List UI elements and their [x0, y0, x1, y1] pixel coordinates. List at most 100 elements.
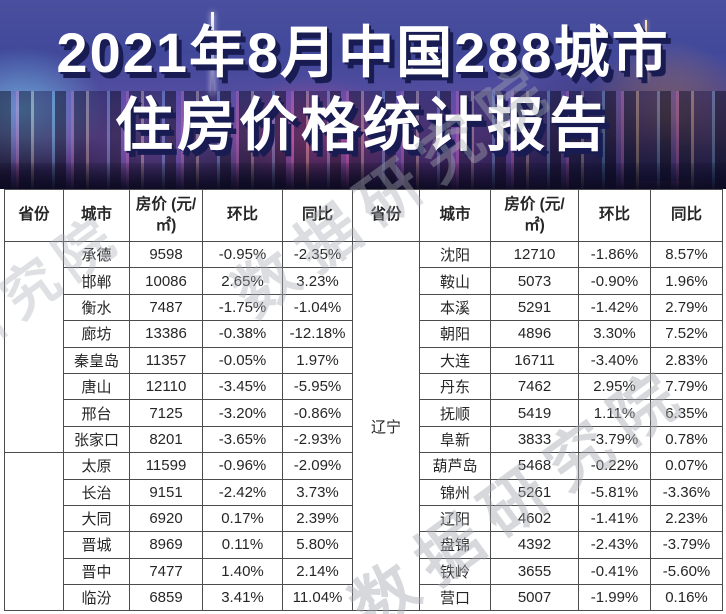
table-row: 秦皇岛 11357 -0.05% 1.97% 大连 16711 -3.40% 2.83% [5, 346, 723, 374]
table-row: 衡水 7487 -1.75% -1.04% 本溪 5291 -1.42% 2.79% [5, 293, 723, 322]
price-cell: 5007 [490, 584, 579, 612]
city-cell: 秦皇岛 [63, 346, 130, 374]
mom-change-cell: -1.42% [578, 293, 651, 322]
yoy-change-cell: -1.04% [282, 293, 353, 322]
province-cell: 辽宁 [352, 240, 420, 612]
city-cell: 辽阳 [419, 504, 491, 533]
tower-spire-right [645, 20, 647, 80]
city-cell: 邢台 [63, 399, 130, 427]
price-table: 省份 城市 房价 (元/㎡) 环比 同比 省份 城市 房价 (元/㎡) 环比 同比 承德 9598-… [4, 189, 723, 612]
mom-change-cell: -3.40% [578, 346, 651, 374]
mom-change-cell: -0.96% [202, 452, 283, 480]
mom-change-cell: 3.41% [202, 584, 283, 612]
city-cell: 长治 [63, 478, 130, 506]
price-cell: 11599 [129, 452, 203, 480]
table-body: 承德 9598 -0.95% -2.35% 辽宁 沈阳 12710 -1.86% 8.57% 邯郸… [4, 240, 723, 612]
mom-change-cell: 1.40% [202, 557, 283, 586]
table-row: 承德 9598 -0.95% -2.35% 辽宁 沈阳 12710 -1.86% 8.57% [4, 240, 723, 612]
yoy-change-cell: 1.96% [650, 267, 723, 295]
report-title: 2021年8月中国288城市 住房价格统计报告 [0, 16, 726, 162]
price-cell: 5291 [490, 293, 579, 322]
yoy-change-cell: 2.39% [282, 504, 353, 533]
mom-change-cell: -3.79% [578, 425, 651, 454]
table-row: 太原 11599 -0.96% -2.09% 葫芦岛 5468 -0.22% 0.07% [4, 452, 723, 612]
mom-change-cell: -2.42% [202, 478, 283, 506]
column-header: 省份 [352, 189, 420, 242]
yoy-change-cell: 3.73% [282, 478, 353, 506]
column-header: 省份 [4, 189, 64, 242]
city-cell: 邯郸 [63, 267, 130, 295]
price-cell: 8201 [129, 425, 203, 454]
table-row: 邢台 7125 -3.20% -0.86% 抚顺 5419 1.11% 6.35% [5, 399, 723, 427]
price-cell: 4896 [490, 320, 579, 348]
table-row: 唐山 12110 -3.45% -5.95% 丹东 7462 2.95% 7.79% [5, 372, 723, 401]
mom-change-cell: -1.75% [202, 293, 283, 322]
yoy-change-cell: 2.23% [650, 504, 723, 533]
yoy-change-cell: 3.23% [282, 267, 353, 295]
yoy-change-cell: 1.97% [282, 346, 353, 374]
mom-change-cell: -0.22% [578, 452, 651, 480]
city-cell: 晋中 [63, 557, 130, 586]
city-cell: 阜新 [419, 425, 491, 454]
mom-change-cell: -0.90% [578, 267, 651, 295]
price-cell: 5468 [490, 452, 579, 480]
city-cell: 大同 [63, 504, 130, 533]
mom-change-cell: -0.05% [202, 346, 283, 374]
mom-change-cell: -1.41% [578, 504, 651, 533]
price-cell: 13386 [129, 320, 203, 348]
mom-change-cell: 3.30% [578, 320, 651, 348]
mountain-silhouette [436, 46, 726, 181]
yoy-change-cell: -3.79% [650, 531, 723, 559]
yoy-change-cell: 7.79% [650, 372, 723, 401]
city-cell: 营口 [419, 584, 491, 612]
city-cell: 葫芦岛 [419, 452, 491, 480]
city-cell: 鞍山 [419, 267, 491, 295]
harbor-silhouette [0, 163, 726, 189]
yoy-change-cell: 0.07% [650, 452, 723, 480]
city-cell: 唐山 [63, 372, 130, 401]
price-cell: 7487 [129, 293, 203, 322]
price-cell: 9151 [129, 478, 203, 506]
price-cell: 3655 [490, 557, 579, 586]
city-cell: 丹东 [419, 372, 491, 401]
city-cell: 张家口 [63, 425, 130, 454]
yoy-change-cell: -5.60% [650, 557, 723, 586]
report-title-line1: 2021年8月中国288城市 [56, 21, 670, 84]
city-cell: 临汾 [63, 584, 130, 612]
table-row: 廊坊 13386 -0.38% -12.18% 朝阳 4896 3.30% 7.52% [5, 320, 723, 348]
mom-change-cell: 2.65% [202, 267, 283, 295]
city-cell: 太原 [63, 452, 130, 480]
mom-change-cell: -2.43% [578, 531, 651, 559]
yoy-change-cell: 2.14% [282, 557, 353, 586]
price-cell: 7462 [490, 372, 579, 401]
yoy-change-cell: -2.09% [282, 452, 353, 480]
price-cell: 4392 [490, 531, 579, 559]
price-cell: 12110 [129, 372, 203, 401]
city-cell: 大连 [419, 346, 491, 374]
table-row: 邯郸 10086 2.65% 3.23% 鞍山 5073 -0.90% 1.96% [5, 267, 723, 295]
yoy-change-cell: -2.35% [282, 240, 353, 269]
mom-change-cell: -3.65% [202, 425, 283, 454]
city-cell: 盘锦 [419, 531, 491, 559]
city-cell: 衡水 [63, 293, 130, 322]
city-cell: 朝阳 [419, 320, 491, 348]
column-header: 房价 (元/㎡) [129, 189, 203, 242]
yoy-change-cell: 0.16% [650, 584, 723, 612]
mom-change-cell: 0.17% [202, 504, 283, 533]
yoy-change-cell: -3.36% [650, 478, 723, 506]
yoy-change-cell: 8.57% [650, 240, 723, 269]
price-cell: 11357 [129, 346, 203, 374]
yoy-change-cell: 0.78% [650, 425, 723, 454]
yoy-change-cell: -2.93% [282, 425, 353, 454]
city-cell: 承德 [63, 240, 130, 269]
price-cell: 7125 [129, 399, 203, 427]
city-cell: 沈阳 [419, 240, 491, 269]
yoy-change-cell: 6.35% [650, 399, 723, 427]
city-cell: 廊坊 [63, 320, 130, 348]
yoy-change-cell: 5.80% [282, 531, 353, 559]
mom-change-cell: -1.86% [578, 240, 651, 269]
mom-change-cell: -0.95% [202, 240, 283, 269]
price-cell: 6859 [129, 584, 203, 612]
price-cell: 5073 [490, 267, 579, 295]
